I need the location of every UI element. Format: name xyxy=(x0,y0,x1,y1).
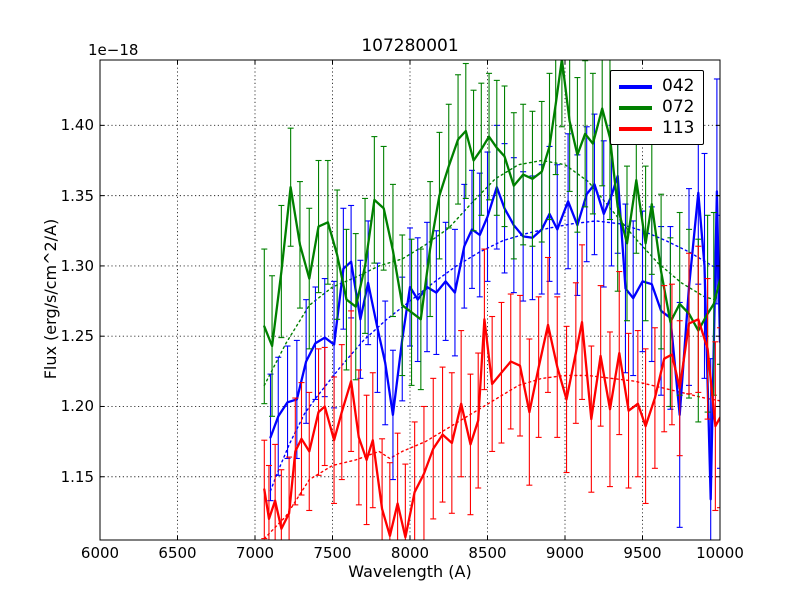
y-tick-label: 1.30 xyxy=(60,256,94,275)
data-layer xyxy=(261,60,720,540)
y-axis-offset-label: 1e−18 xyxy=(88,41,139,59)
x-axis-label: Wavelength (A) xyxy=(348,562,472,581)
x-tick-label: 10000 xyxy=(696,544,744,562)
page-title: 107280001 xyxy=(361,36,459,56)
legend-label: 072 xyxy=(662,97,695,117)
x-tick-label: 8000 xyxy=(390,544,430,562)
legend-line-swatch xyxy=(619,84,652,89)
legend-line-swatch xyxy=(619,126,652,131)
gridlines xyxy=(100,60,720,540)
x-tick-label: 8500 xyxy=(468,544,507,562)
x-tick-label: 6500 xyxy=(158,544,197,562)
legend-label: 113 xyxy=(662,118,695,138)
x-tick-label: 9500 xyxy=(623,544,662,562)
y-tick-label: 1.35 xyxy=(60,186,94,205)
legend-entry-042: 042 xyxy=(619,76,694,97)
legend-line-swatch xyxy=(619,105,652,110)
legend-entry-072: 072 xyxy=(619,97,694,118)
legend-label: 042 xyxy=(662,76,695,96)
x-tick-label: 6000 xyxy=(80,544,120,562)
x-tick-label: 7000 xyxy=(235,544,275,562)
series-072 xyxy=(261,60,720,423)
y-tick-label: 1.40 xyxy=(60,116,94,135)
series-113-smoothed xyxy=(263,374,720,540)
series-072-smoothed xyxy=(263,159,720,387)
legend-entry-113: 113 xyxy=(619,118,694,139)
series-113 xyxy=(261,244,720,540)
y-axis-label: Flux (erg/s/cm^2/A) xyxy=(41,218,60,380)
tick-marks xyxy=(99,60,721,540)
legend-box: 042 072 113 xyxy=(610,70,705,145)
x-tick-label: 9000 xyxy=(545,544,585,562)
series-042-smoothed xyxy=(269,220,720,492)
y-tick-label: 1.15 xyxy=(60,467,94,486)
y-tick-label: 1.25 xyxy=(60,327,94,346)
x-tick-label: 7500 xyxy=(313,544,352,562)
y-tick-label: 1.20 xyxy=(60,397,94,416)
